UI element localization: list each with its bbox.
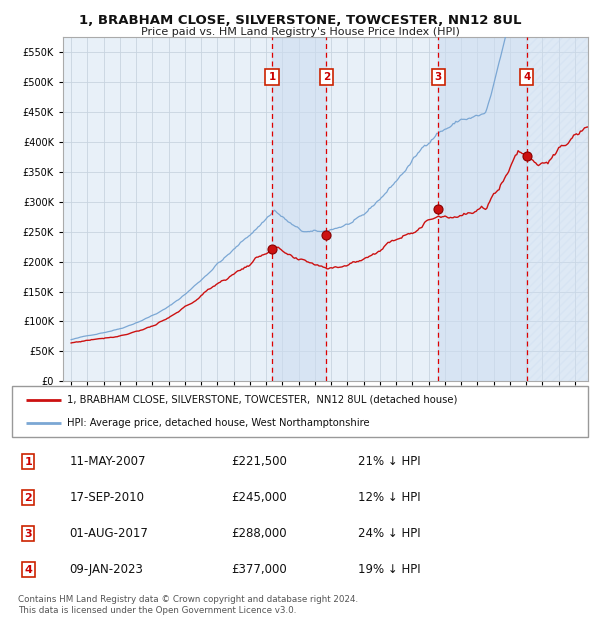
Text: £245,000: £245,000 [231,491,287,504]
Bar [272,37,326,381]
Text: 3: 3 [25,529,32,539]
Text: 1: 1 [268,72,275,82]
Text: 17-SEP-2010: 17-SEP-2010 [70,491,145,504]
Bar [438,37,527,381]
Text: 4: 4 [24,565,32,575]
Text: HPI: Average price, detached house, West Northamptonshire: HPI: Average price, detached house, West… [67,418,370,428]
Text: 12% ↓ HPI: 12% ↓ HPI [358,491,420,504]
Text: Contains HM Land Registry data © Crown copyright and database right 2024.
This d: Contains HM Land Registry data © Crown c… [18,595,358,614]
Text: £377,000: £377,000 [231,563,287,576]
Text: 11-MAY-2007: 11-MAY-2007 [70,455,146,468]
Text: 24% ↓ HPI: 24% ↓ HPI [358,527,420,540]
Text: 09-JAN-2023: 09-JAN-2023 [70,563,143,576]
Bar [527,37,600,381]
Text: 3: 3 [434,72,442,82]
Text: 21% ↓ HPI: 21% ↓ HPI [358,455,420,468]
Text: Price paid vs. HM Land Registry's House Price Index (HPI): Price paid vs. HM Land Registry's House … [140,27,460,37]
Text: 1, BRABHAM CLOSE, SILVERSTONE, TOWCESTER,  NN12 8UL (detached house): 1, BRABHAM CLOSE, SILVERSTONE, TOWCESTER… [67,395,457,405]
Text: £221,500: £221,500 [231,455,287,468]
Text: 01-AUG-2017: 01-AUG-2017 [70,527,148,540]
Text: 1: 1 [24,456,32,467]
Text: 1, BRABHAM CLOSE, SILVERSTONE, TOWCESTER, NN12 8UL: 1, BRABHAM CLOSE, SILVERSTONE, TOWCESTER… [79,14,521,27]
Text: 2: 2 [323,72,330,82]
Text: £288,000: £288,000 [231,527,287,540]
Text: 2: 2 [24,492,32,503]
Text: 19% ↓ HPI: 19% ↓ HPI [358,563,420,576]
Text: 4: 4 [523,72,530,82]
